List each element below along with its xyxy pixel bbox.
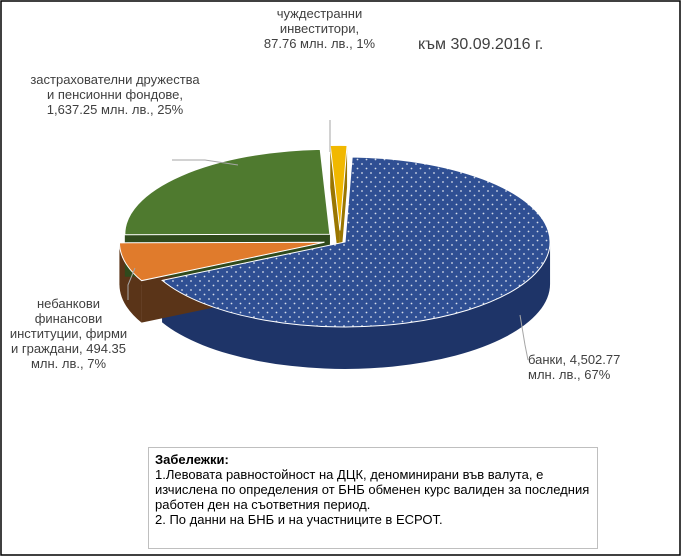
- note-line: 2. По данни на БНБ и на участниците в ЕС…: [155, 512, 443, 527]
- notes-title: Забележки:: [155, 452, 229, 467]
- data-label: чуждестранни инвеститори, 87.76 млн. лв.…: [262, 6, 377, 51]
- category-label: чуждестранни инвеститори,: [276, 6, 363, 36]
- value-label: 87.76 млн. лв.,: [263, 36, 353, 51]
- slice: [124, 148, 331, 236]
- data-label: застрахователни дружества и пенсионни фо…: [30, 72, 200, 117]
- leader-lines: [127, 120, 529, 361]
- value-label: 494.35 млн. лв.,: [30, 341, 127, 371]
- category-label: застрахователни дружества и пенсионни фо…: [30, 72, 200, 102]
- category-label: небанкови финансови институции, фирми и …: [9, 296, 128, 356]
- leader-line: [127, 267, 136, 300]
- leader-line: [172, 159, 239, 166]
- percent-label: 1%: [356, 36, 376, 51]
- slice: [118, 241, 325, 282]
- value-label: 1,637.25 млн. лв.,: [46, 102, 154, 117]
- category-label: банки,: [528, 352, 567, 367]
- note-line: 1.Левовата равностойност на ДЦК, деномин…: [155, 467, 590, 512]
- slice-side: [162, 241, 551, 369]
- percent-label: 7%: [87, 356, 107, 371]
- notes-box: Забележки: 1.Левовата равностойност на Д…: [148, 447, 598, 549]
- date-label: към 30.09.2016 г.: [418, 36, 544, 53]
- slice-pattern: [162, 156, 551, 327]
- leader-line: [519, 314, 529, 361]
- value-label: 4,502.77 млн. лв.,: [528, 352, 621, 382]
- slice-wall: [339, 145, 348, 273]
- data-label: банки, 4,502.77 млн. лв., 67%: [528, 352, 648, 382]
- percent-label: 25%: [157, 102, 184, 117]
- data-label: небанкови финансови институции, фирми и …: [6, 296, 131, 371]
- slice-wall: [330, 145, 340, 273]
- percent-label: 67%: [584, 367, 611, 382]
